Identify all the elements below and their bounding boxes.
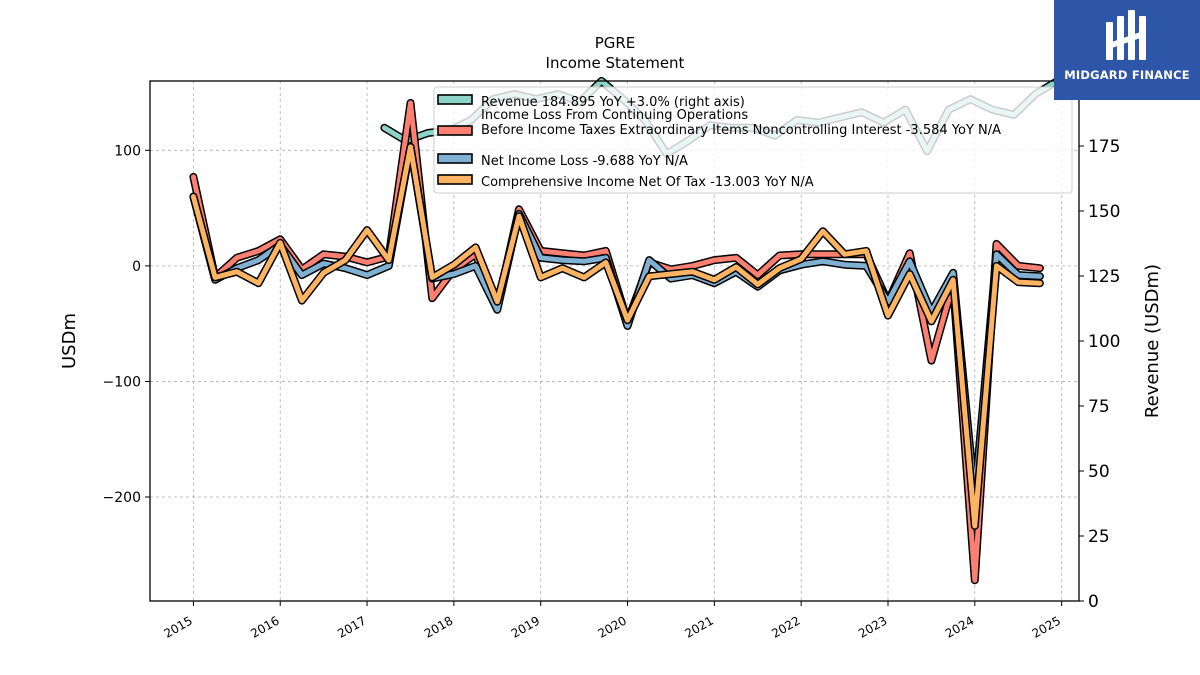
x-tick-label: 2022: [769, 613, 802, 640]
x-tick-label: 2024: [943, 613, 976, 640]
y-tick-label-right: 75: [1088, 397, 1110, 417]
y-tick-label-right: 0: [1088, 592, 1099, 612]
y-tick-label-right: 25: [1088, 527, 1110, 547]
logo-text: MIDGARD FINANCE: [1064, 68, 1190, 82]
legend-swatch-0: [437, 94, 473, 105]
legend-swatch-2: [437, 153, 473, 164]
x-tick-label: 2017: [335, 613, 368, 640]
series-line-2: [190, 144, 1043, 500]
legend: Revenue 184.895 YoY +3.0% (right axis)In…: [433, 86, 1073, 194]
y-tick-label-left: 0: [132, 259, 141, 275]
chart-title: PGRE: [595, 34, 636, 52]
x-tick-label: 2020: [596, 613, 629, 640]
x-tick-label: 2018: [422, 613, 455, 640]
y-tick-label-left: 100: [114, 143, 141, 159]
legend-swatch-3: [437, 174, 473, 185]
legend-label-3: Comprehensive Income Net Of Tax -13.003 …: [481, 175, 814, 190]
x-tick-label: 2023: [856, 613, 889, 640]
series-outline-2: [189, 142, 1044, 501]
y-tick-label-right: 175: [1088, 137, 1120, 157]
series-line-3: [190, 144, 1043, 529]
y-axis-right-label: Revenue (USDm): [1142, 264, 1163, 418]
y-axis-left-label: USDm: [59, 313, 80, 369]
legend-label-1: Income Loss From Continuing Operations: [481, 108, 748, 123]
chart-subtitle: Income Statement: [546, 54, 685, 72]
y-tick-label-right: 150: [1088, 202, 1120, 222]
x-tick-label: 2015: [161, 613, 194, 640]
x-tick-label: 2021: [682, 613, 715, 640]
legend-label-2: Net Income Loss -9.688 YoY N/A: [481, 154, 688, 169]
legend-label-1: Before Income Taxes Extraordinary Items …: [481, 123, 1001, 138]
y-tick-label-left: −200: [103, 490, 141, 506]
logo-badge: MIDGARD FINANCE: [1054, 0, 1200, 100]
x-tick-label: 2019: [509, 613, 542, 640]
y-tick-label-right: 125: [1088, 267, 1120, 287]
legend-swatch-1: [437, 125, 473, 136]
y-tick-label-right: 50: [1088, 462, 1110, 482]
legend-box: [433, 86, 1073, 194]
x-tick-label: 2025: [1030, 613, 1063, 640]
y-tick-label-right: 100: [1088, 332, 1120, 352]
y-tick-label-left: −100: [103, 374, 141, 390]
logo-mark-icon: [1106, 10, 1146, 60]
series-outline-3: [189, 142, 1044, 530]
legend-label-0: Revenue 184.895 YoY +3.0% (right axis): [481, 95, 745, 110]
x-tick-label: 2016: [248, 613, 281, 640]
